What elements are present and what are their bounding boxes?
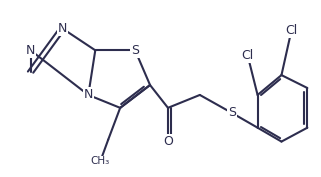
Text: O: O — [163, 135, 173, 148]
Text: CH₃: CH₃ — [91, 156, 110, 166]
Text: Cl: Cl — [241, 49, 254, 62]
Text: N: N — [58, 22, 67, 35]
Text: S: S — [131, 44, 139, 57]
Text: N: N — [26, 44, 35, 57]
Text: N: N — [84, 88, 93, 101]
Text: S: S — [228, 106, 236, 119]
Text: Cl: Cl — [285, 24, 298, 37]
